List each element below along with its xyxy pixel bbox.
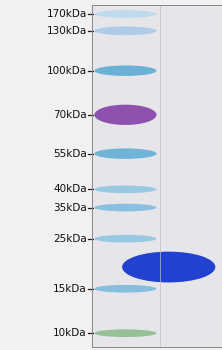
Text: 70kDa: 70kDa [53, 110, 87, 120]
Ellipse shape [94, 105, 157, 125]
Ellipse shape [94, 285, 157, 293]
Text: 170kDa: 170kDa [46, 9, 87, 19]
Ellipse shape [94, 186, 157, 193]
Text: 10kDa: 10kDa [53, 328, 87, 338]
Text: 15kDa: 15kDa [53, 284, 87, 294]
Ellipse shape [94, 235, 157, 243]
Text: 100kDa: 100kDa [46, 66, 87, 76]
Ellipse shape [94, 27, 157, 35]
Ellipse shape [94, 10, 157, 18]
Text: 130kDa: 130kDa [46, 26, 87, 36]
Bar [92, 5, 222, 346]
Ellipse shape [122, 252, 215, 282]
Bar [92, 5, 222, 346]
Ellipse shape [94, 65, 157, 76]
Ellipse shape [94, 204, 157, 211]
Text: 25kDa: 25kDa [53, 234, 87, 244]
Text: 35kDa: 35kDa [53, 203, 87, 212]
Ellipse shape [94, 148, 157, 159]
Ellipse shape [94, 329, 157, 337]
Text: 55kDa: 55kDa [53, 149, 87, 159]
Text: 40kDa: 40kDa [53, 184, 87, 194]
